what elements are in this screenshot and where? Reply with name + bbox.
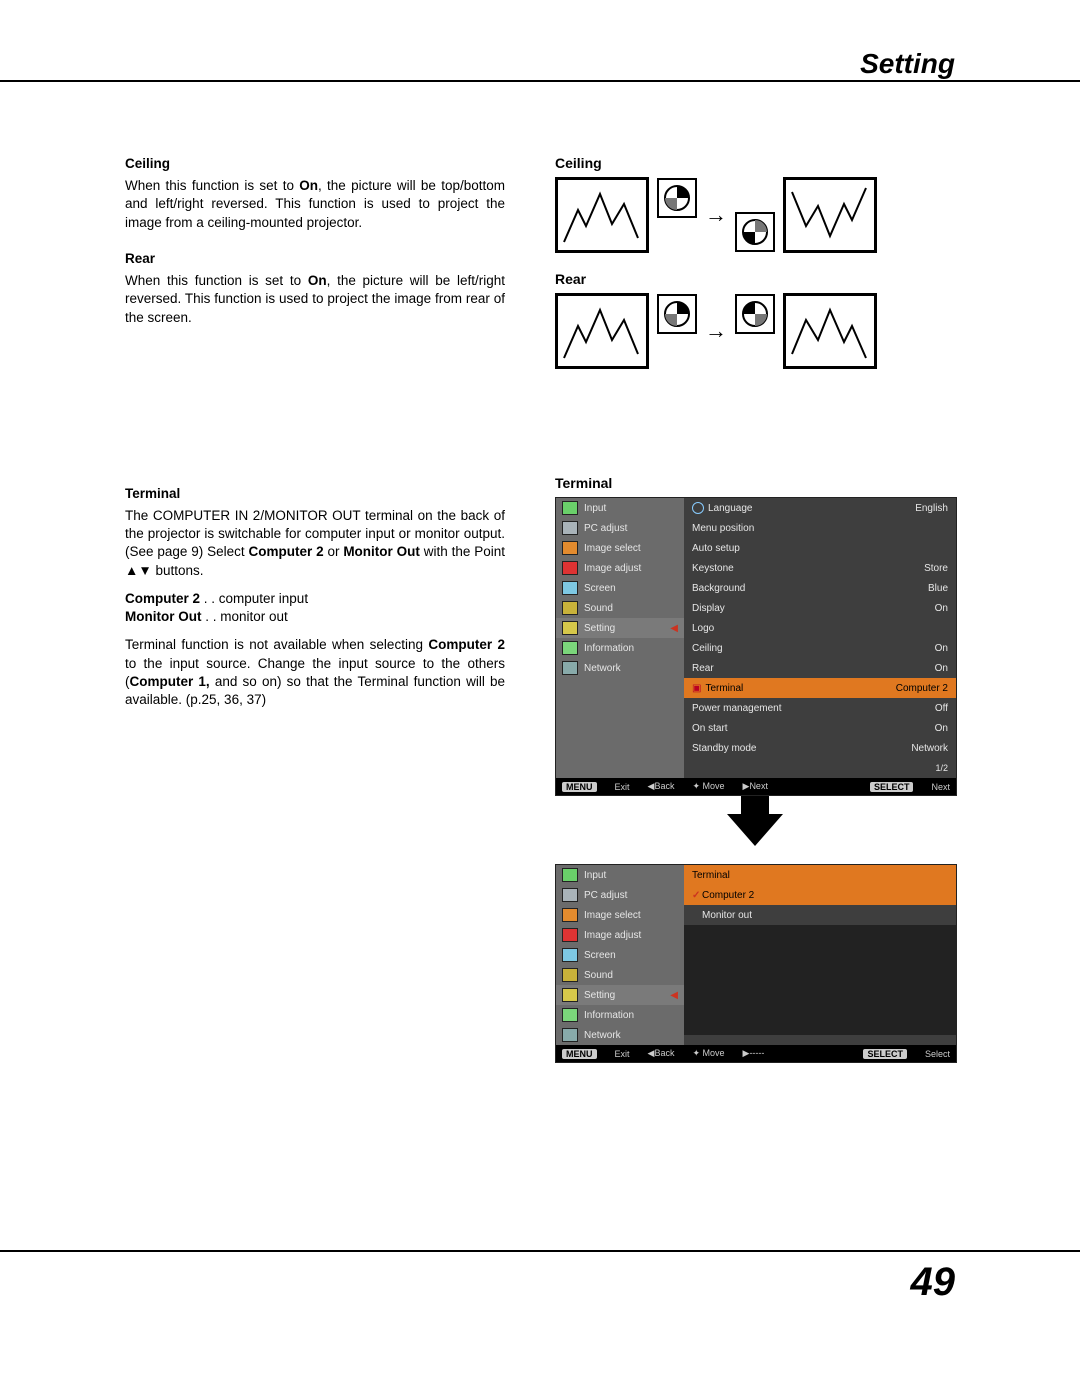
left-column: Ceiling When this function is set to On,… — [125, 155, 505, 709]
menu-icon — [562, 661, 578, 675]
menu-icon — [562, 621, 578, 635]
menu-icon — [562, 868, 578, 882]
ceiling-text: When this function is set to On, the pic… — [125, 177, 505, 232]
terminal-heading: Terminal — [125, 485, 505, 503]
sidebar-item: Sound — [556, 598, 684, 618]
check-icon: ✓ — [692, 890, 702, 901]
rear-diagram-heading: Rear — [555, 271, 955, 287]
option-row: Power managementOff — [684, 698, 956, 718]
menu-icon — [562, 581, 578, 595]
option-row: ▣TerminalComputer 2 — [684, 678, 956, 698]
menu-icon — [562, 1028, 578, 1042]
ceiling-diagram-heading: Ceiling — [555, 155, 955, 171]
menu-options: LanguageEnglishMenu positionAuto setupKe… — [684, 498, 956, 778]
globe-icon — [692, 502, 704, 514]
option-row: RearOn — [684, 658, 956, 678]
pie-icon — [735, 212, 775, 252]
sidebar-item: Network — [556, 658, 684, 678]
diagram-box — [555, 177, 649, 253]
sidebar-item: Sound — [556, 965, 684, 985]
menu-btn: MENU — [562, 1049, 597, 1059]
terminal-option-2: Monitor Out . . monitor out — [125, 608, 505, 626]
page-title: Setting — [860, 48, 955, 80]
menu-icon — [562, 888, 578, 902]
menu-icon — [562, 908, 578, 922]
sidebar-item: Image adjust — [556, 558, 684, 578]
sidebar-item: Setting◀ — [556, 618, 684, 638]
page-number: 49 — [911, 1260, 956, 1305]
sidebar-item: Information — [556, 1005, 684, 1025]
option-row: CeilingOn — [684, 638, 956, 658]
arrow-right-icon: → — [705, 202, 727, 228]
menu-sidebar: InputPC adjustImage selectImage adjustSc… — [556, 498, 684, 778]
chevron-icon: ◀ — [670, 623, 678, 634]
ceiling-heading: Ceiling — [125, 155, 505, 173]
sidebar-item: Image select — [556, 905, 684, 925]
rear-heading: Rear — [125, 250, 505, 268]
option-row: Monitor out — [684, 905, 956, 925]
sidebar-item: Input — [556, 498, 684, 518]
menu-btn: MENU — [562, 782, 597, 792]
pie-icon — [657, 178, 697, 218]
menu-icon — [562, 1008, 578, 1022]
right-column: Ceiling → Rear → — [555, 155, 955, 1063]
menu-options: Terminal ✓Computer 2Monitor out — [684, 865, 956, 1045]
menu-icon — [562, 541, 578, 555]
rear-diagram: → — [555, 293, 955, 369]
option-row: Menu position — [684, 518, 956, 538]
select-btn: SELECT — [863, 1049, 907, 1059]
pie-icon — [735, 294, 775, 334]
page-indicator: 1/2 — [935, 763, 948, 773]
select-btn: SELECT — [870, 782, 914, 792]
terminal-icon: ▣ — [692, 683, 701, 694]
ceiling-diagram: → — [555, 177, 955, 253]
arrow-down-icon — [727, 814, 783, 846]
option-row: ✓Computer 2 — [684, 885, 956, 905]
menu-sidebar: InputPC adjustImage selectImage adjustSc… — [556, 865, 684, 1045]
sidebar-item: PC adjust — [556, 518, 684, 538]
menu-icon — [562, 561, 578, 575]
sidebar-item: Setting◀ — [556, 985, 684, 1005]
option-row: Logo — [684, 618, 956, 638]
terminal-screenshot-heading: Terminal — [555, 475, 955, 491]
sidebar-item: Image select — [556, 538, 684, 558]
terminal-text-2: Terminal function is not available when … — [125, 636, 505, 709]
rear-text: When this function is set to On, the pic… — [125, 272, 505, 327]
menu-icon — [562, 521, 578, 535]
terminal-text-1: The COMPUTER IN 2/MONITOR OUT terminal o… — [125, 507, 505, 580]
sidebar-item: Screen — [556, 945, 684, 965]
option-row: Standby modeNetwork — [684, 738, 956, 758]
sidebar-item: Network — [556, 1025, 684, 1045]
menu-icon — [562, 641, 578, 655]
menu-icon — [562, 948, 578, 962]
sidebar-item: Input — [556, 865, 684, 885]
menu-icon — [562, 501, 578, 515]
menu-icon — [562, 988, 578, 1002]
sidebar-item: Information — [556, 638, 684, 658]
terminal-option-1: Computer 2 . . computer input — [125, 590, 505, 608]
diagram-box — [783, 293, 877, 369]
submenu-header: Terminal — [684, 865, 956, 885]
option-row: KeystoneStore — [684, 558, 956, 578]
menu-bar: MENUExit ◀Back ✦ Move ▶Next SELECTNext — [556, 778, 956, 795]
option-row: DisplayOn — [684, 598, 956, 618]
arrow-right-icon: → — [705, 318, 727, 344]
diagram-box — [555, 293, 649, 369]
option-row: Auto setup — [684, 538, 956, 558]
menu-icon — [562, 928, 578, 942]
menu-screenshot-2: InputPC adjustImage selectImage adjustSc… — [555, 864, 957, 1063]
menu-screenshot-1: InputPC adjustImage selectImage adjustSc… — [555, 497, 957, 796]
menu-bar: MENUExit ◀Back ✦ Move ▶----- SELECTSelec… — [556, 1045, 956, 1062]
chevron-icon: ◀ — [670, 990, 678, 1001]
option-row: On startOn — [684, 718, 956, 738]
sidebar-item: Screen — [556, 578, 684, 598]
pie-icon — [657, 294, 697, 334]
option-row: LanguageEnglish — [684, 498, 956, 518]
menu-icon — [562, 601, 578, 615]
option-row: BackgroundBlue — [684, 578, 956, 598]
sidebar-item: Image adjust — [556, 925, 684, 945]
diagram-box — [783, 177, 877, 253]
menu-icon — [562, 968, 578, 982]
sidebar-item: PC adjust — [556, 885, 684, 905]
